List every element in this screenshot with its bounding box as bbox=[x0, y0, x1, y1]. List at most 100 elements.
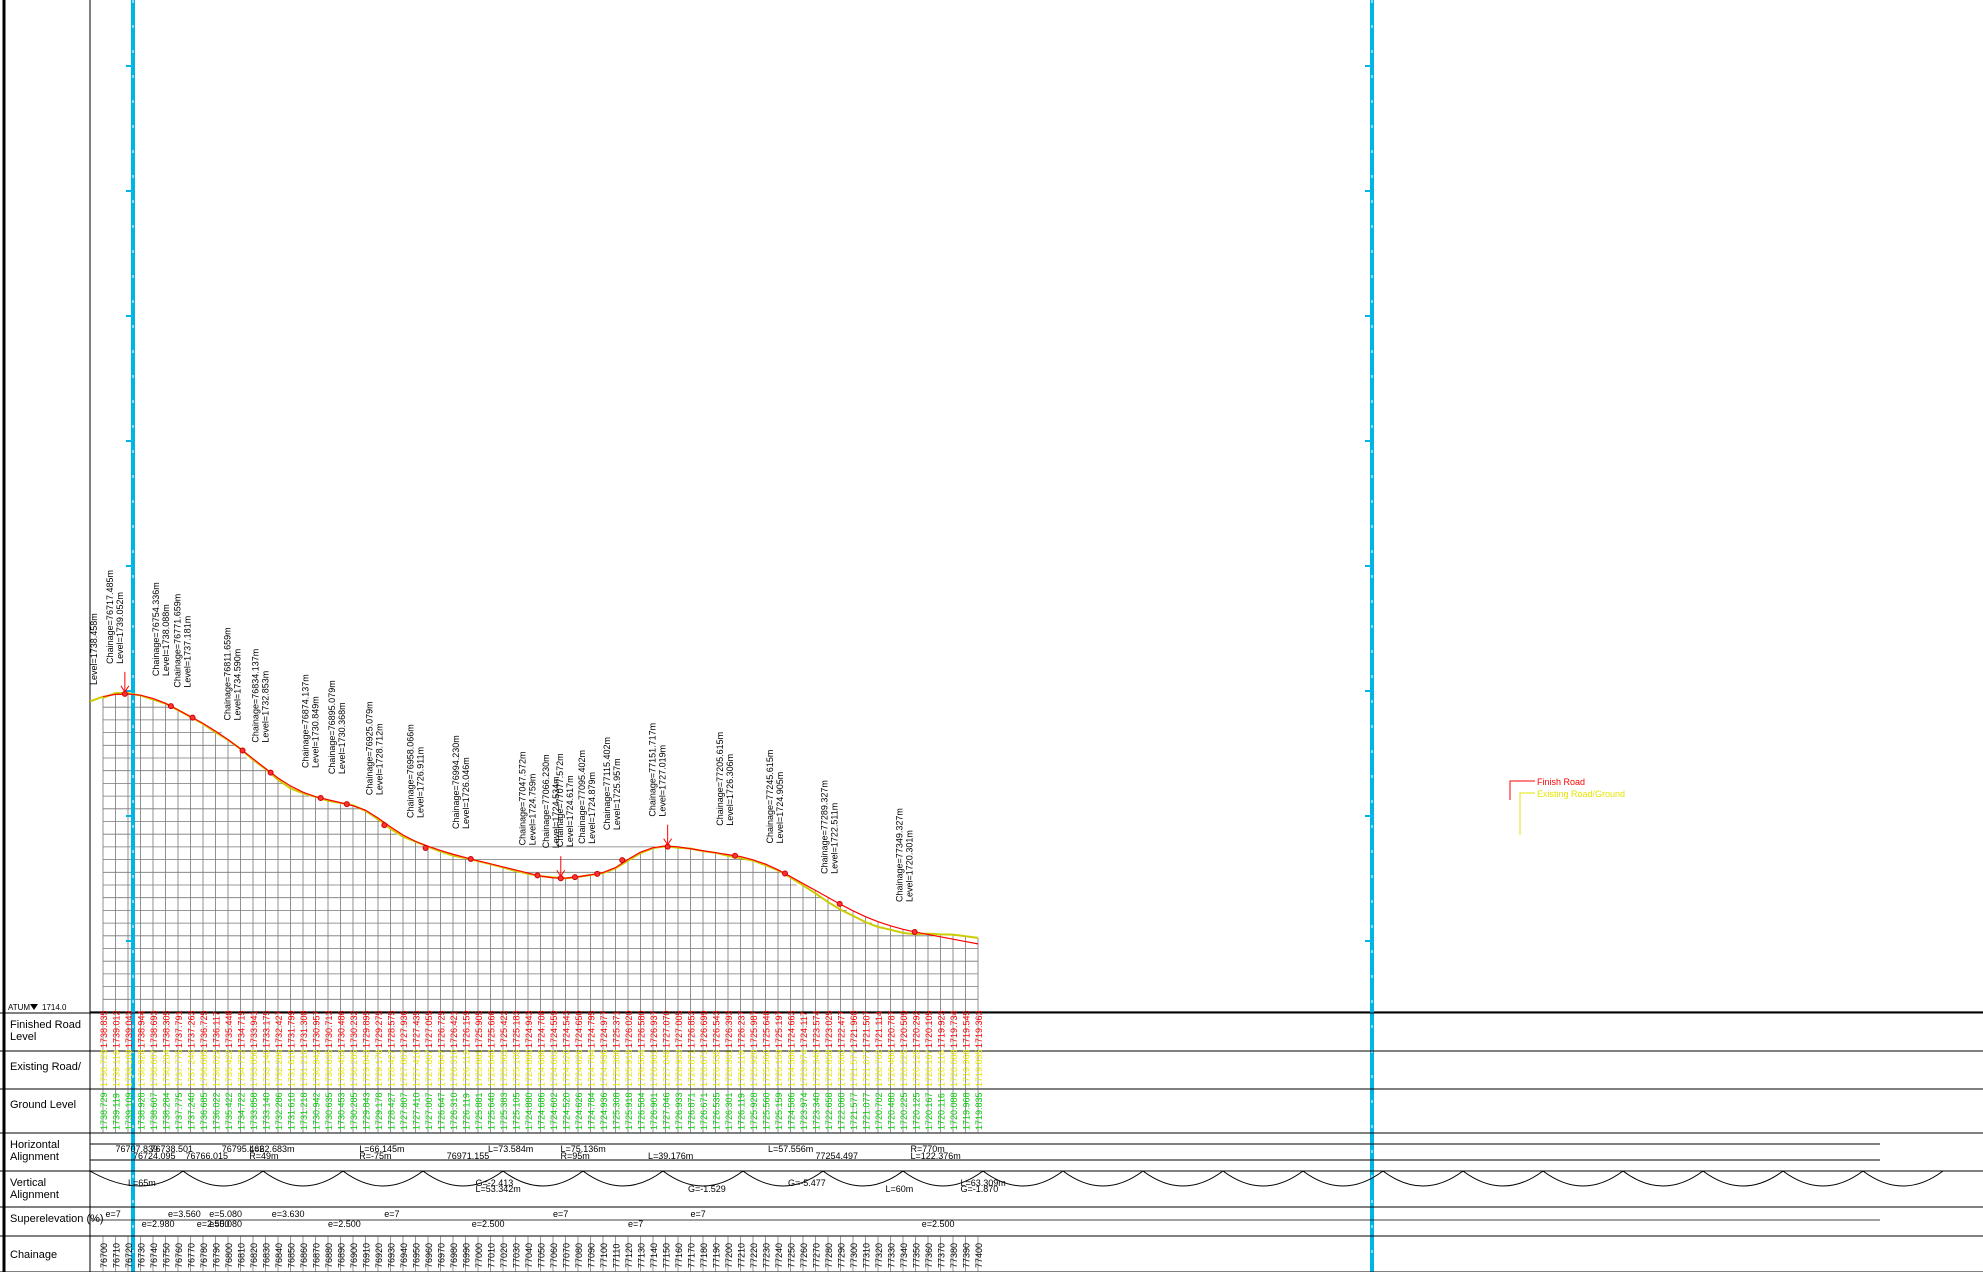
drawing-frame bbox=[2, 0, 91, 1272]
superelevation-label: e=7 bbox=[384, 1209, 399, 1219]
chainage-value: 76940 bbox=[399, 1243, 409, 1268]
existing-level-value: 1735.422 bbox=[224, 1049, 234, 1087]
finished-level-value: 1725.987 bbox=[749, 1010, 759, 1048]
finished-level-value: 1720.292 bbox=[912, 1010, 922, 1048]
chainage-value: 77230 bbox=[762, 1243, 772, 1268]
existing-level-value: 1729.843 bbox=[362, 1049, 372, 1087]
existing-ground-start bbox=[89, 695, 104, 703]
finished-level-value: 1719.923 bbox=[937, 1010, 947, 1048]
existing-level-value: 1720.116 bbox=[937, 1050, 947, 1087]
existing-level-value: 1722.658 bbox=[824, 1049, 834, 1087]
section-tick bbox=[1365, 815, 1371, 817]
ground-level-value: 1726.310 bbox=[449, 1092, 459, 1130]
finished-level-value: 1731.799 bbox=[287, 1010, 297, 1048]
ground-level-value: 1726.647 bbox=[437, 1092, 447, 1130]
ground-level-value: 1722.658 bbox=[824, 1092, 834, 1130]
existing-level-value: 1733.140 bbox=[262, 1049, 272, 1087]
chainage-value: 76970 bbox=[437, 1243, 447, 1268]
section-tick bbox=[1365, 690, 1371, 692]
finished-level-value: 1720.509 bbox=[899, 1010, 909, 1048]
ground-level-value: 1729.843 bbox=[362, 1092, 372, 1130]
existing-level-value: 1729.178 bbox=[374, 1049, 384, 1087]
superelevation-label: e=7 bbox=[691, 1209, 706, 1219]
existing-level-value: 1724.880 bbox=[524, 1049, 534, 1087]
existing-level-value: 1739.119 bbox=[112, 1050, 122, 1087]
ground-level-value: 1736.685 bbox=[199, 1092, 209, 1130]
arrow-down-icon bbox=[556, 869, 566, 878]
ground-level-value: 1738.928 bbox=[137, 1092, 147, 1130]
chainage-value: 77010 bbox=[487, 1243, 497, 1268]
horizontal-alignment-label: L=73.584m bbox=[488, 1144, 533, 1154]
existing-level-value: 1736.685 bbox=[199, 1049, 209, 1087]
chainage-value: 77300 bbox=[849, 1243, 859, 1268]
finished-level-value: 1723.574 bbox=[812, 1010, 822, 1048]
finished-level-value: 1730.486 bbox=[337, 1010, 347, 1048]
ground-level-value: 1729.178 bbox=[374, 1092, 384, 1130]
existing-level-value: 1727.807 bbox=[399, 1049, 409, 1087]
profile-grid bbox=[90, 692, 1983, 1013]
finished-level-value: 1724.977 bbox=[599, 1010, 609, 1048]
finished-level-value: 1724.650 bbox=[574, 1010, 584, 1048]
chainage-value: 77130 bbox=[637, 1243, 647, 1268]
finished-level-value: 1733.175 bbox=[262, 1010, 272, 1048]
vertex-marker bbox=[422, 845, 429, 852]
chainage-value: 77030 bbox=[512, 1243, 522, 1268]
finished-level-value: 1726.699 bbox=[699, 1010, 709, 1048]
annotation-chainage: Chainage=76771.659m bbox=[173, 594, 183, 688]
existing-level-value: 1732.286 bbox=[274, 1049, 284, 1087]
row-label-superelevation: Superelevation (%) bbox=[10, 1213, 104, 1225]
ground-level-value: 1726.119 bbox=[737, 1093, 747, 1130]
vertex-marker bbox=[317, 795, 324, 802]
existing-level-value: 1730.285 bbox=[349, 1049, 359, 1087]
datum-marker: ATUM 1714.0 bbox=[8, 1003, 67, 1012]
existing-level-value: 1737.240 bbox=[187, 1049, 197, 1087]
finished-level-value: 1723.025 bbox=[824, 1010, 834, 1048]
horizontal-alignment-label: 76738.501 bbox=[151, 1144, 194, 1154]
ground-level-value: 1724.586 bbox=[787, 1092, 797, 1130]
superelevation-label: e=3.560 bbox=[168, 1209, 201, 1219]
annotation-chainage: Chainage=76895.079m bbox=[327, 680, 337, 774]
existing-level-value: 1726.310 bbox=[449, 1049, 459, 1087]
finished-level-value: 1736.725 bbox=[199, 1010, 209, 1048]
finished-level-value: 1726.393 bbox=[724, 1010, 734, 1048]
ground-level-value: 1721.577 bbox=[849, 1092, 859, 1130]
superelevation-label: e=2.500 bbox=[197, 1219, 230, 1229]
existing-level-value: 1731.610 bbox=[287, 1049, 297, 1087]
vertical-alignment-label: G=-5.477 bbox=[788, 1178, 826, 1188]
chainage-value: 77190 bbox=[712, 1243, 722, 1268]
finished-road-line bbox=[102, 693, 979, 945]
chainage-value: 77310 bbox=[862, 1243, 872, 1268]
vertical-alignment-label: G=-1.529 bbox=[688, 1184, 726, 1194]
existing-level-value: 1731.218 bbox=[299, 1049, 309, 1087]
existing-level-value: 1725.560 bbox=[762, 1049, 772, 1087]
existing-level-value: 1736.022 bbox=[212, 1049, 222, 1087]
annotation-level: Level=1724.879m bbox=[587, 772, 597, 844]
finished-level-value: 1730.713 bbox=[324, 1010, 334, 1048]
row-label-existing: Existing Road/ bbox=[10, 1061, 82, 1073]
finished-level-value: 1735.448 bbox=[224, 1010, 234, 1048]
existing-level-value: 1722.060 bbox=[837, 1049, 847, 1087]
finished-level-value: 1726.937 bbox=[649, 1010, 659, 1048]
finished-level-value: 1724.663 bbox=[787, 1010, 797, 1048]
section-tick bbox=[1365, 940, 1371, 942]
chainage-value: 77070 bbox=[562, 1243, 572, 1268]
section-tick bbox=[126, 815, 132, 817]
existing-level-value: 1724.936 bbox=[599, 1049, 609, 1087]
vertex-marker bbox=[782, 870, 789, 877]
existing-level-value: 1733.858 bbox=[249, 1049, 259, 1087]
chainage-value: 77330 bbox=[887, 1243, 897, 1268]
finished-level-value: 1724.943 bbox=[524, 1010, 534, 1048]
annotation-chainage: Chainage=76994.230m bbox=[451, 735, 461, 829]
existing-level-value: 1738.607 bbox=[149, 1049, 159, 1087]
legend: Finish Road Existing Road/Ground bbox=[1509, 777, 1625, 835]
chainage-value: 77260 bbox=[799, 1243, 809, 1268]
ground-level-value: 1726.504 bbox=[637, 1092, 647, 1130]
existing-level-value: 1720.702 bbox=[874, 1049, 884, 1087]
vertex-marker bbox=[381, 822, 388, 829]
annotation-level: Level=1726.911m bbox=[416, 747, 426, 818]
chainage-value: 76700 bbox=[99, 1243, 109, 1268]
annotation-level: Level=1725.957m bbox=[612, 758, 622, 830]
row-label-finished: Level bbox=[10, 1031, 36, 1043]
ground-level-value: 1725.881 bbox=[474, 1092, 484, 1130]
